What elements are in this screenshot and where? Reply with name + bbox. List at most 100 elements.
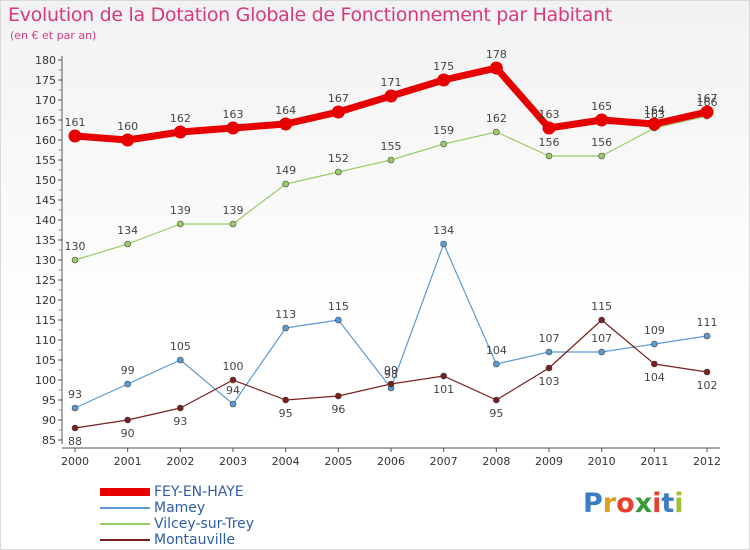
- data-point: [387, 380, 395, 388]
- legend-item-mamey: Mamey: [100, 500, 254, 516]
- data-label: 94: [226, 384, 240, 397]
- logo-letter: t: [661, 488, 675, 519]
- data-point: [282, 180, 289, 188]
- data-label: 115: [591, 300, 612, 313]
- data-point: [493, 360, 500, 368]
- data-point: [651, 360, 658, 368]
- data-label: 134: [117, 224, 138, 237]
- data-point: [545, 364, 553, 372]
- data-label: 113: [275, 308, 296, 321]
- logo-letter: x: [634, 488, 653, 519]
- series-line: [74, 115, 708, 261]
- data-label: 163: [223, 108, 244, 121]
- logo-letter: i: [674, 488, 684, 519]
- data-label: 115: [328, 300, 349, 313]
- y-tick-label: 110: [35, 334, 56, 347]
- data-label: 162: [170, 112, 191, 125]
- data-point: [335, 168, 342, 176]
- data-label: 99: [121, 364, 135, 377]
- data-point: [384, 89, 398, 103]
- data-label: 109: [644, 324, 665, 337]
- logo-letter: o: [616, 488, 635, 519]
- data-point: [700, 105, 714, 119]
- data-point: [71, 404, 79, 412]
- data-point: [229, 400, 237, 408]
- data-label: 164: [275, 104, 296, 117]
- y-tick-label: 170: [35, 94, 56, 107]
- data-label: 99: [384, 364, 398, 377]
- data-label: 156: [591, 136, 612, 149]
- x-tick-label: 2007: [430, 455, 458, 468]
- data-label: 155: [381, 140, 402, 153]
- data-point: [598, 316, 605, 324]
- y-tick-label: 135: [35, 234, 56, 247]
- y-tick-label: 85: [42, 434, 56, 447]
- legend-item-vilcey-sur-trey: Vilcey-sur-Trey: [100, 516, 254, 532]
- x-tick-label: 2006: [377, 455, 405, 468]
- data-point: [440, 372, 447, 380]
- chart-title: Evolution de la Dotation Globale de Fonc…: [8, 4, 613, 26]
- data-label: 167: [697, 92, 718, 105]
- y-tick-label: 155: [35, 154, 56, 167]
- data-label: 93: [68, 388, 82, 401]
- y-tick-label: 90: [42, 414, 56, 427]
- data-label: 171: [381, 76, 402, 89]
- data-label: 101: [433, 383, 454, 396]
- proxiti-logo: Proxiti: [583, 488, 684, 519]
- data-point: [335, 316, 342, 324]
- x-tick-label: 2010: [588, 455, 616, 468]
- legend: FEY-EN-HAYE Mamey Vilcey-sur-Trey Montau…: [100, 484, 254, 548]
- data-point: [68, 129, 82, 143]
- data-point: [124, 416, 131, 424]
- data-point: [177, 220, 184, 228]
- x-tick-label: 2001: [114, 455, 142, 468]
- data-point: [387, 156, 395, 164]
- data-label: 163: [539, 108, 560, 121]
- data-label: 160: [117, 120, 138, 133]
- data-label: 139: [170, 204, 191, 217]
- data-label: 107: [539, 332, 560, 345]
- data-point: [440, 240, 447, 248]
- legend-label: Montauville: [154, 532, 236, 548]
- data-point: [173, 125, 187, 139]
- x-tick-label: 2011: [640, 455, 668, 468]
- data-point: [545, 152, 553, 160]
- data-label: 163: [644, 108, 665, 121]
- data-label: 139: [223, 204, 244, 217]
- y-tick-label: 120: [35, 294, 56, 307]
- data-label: 90: [121, 427, 135, 440]
- data-point: [331, 105, 345, 119]
- data-point: [226, 121, 240, 135]
- data-label: 100: [223, 360, 244, 373]
- data-label: 105: [170, 340, 191, 353]
- data-point: [279, 117, 293, 131]
- logo-letter: r: [602, 488, 617, 519]
- y-tick-label: 100: [35, 374, 56, 387]
- data-point: [124, 380, 131, 388]
- x-tick-label: 2000: [61, 455, 89, 468]
- legend-swatch: [100, 488, 150, 496]
- x-tick-label: 2009: [535, 455, 563, 468]
- legend-item-fey-en-haye: FEY-EN-HAYE: [100, 484, 254, 500]
- logo-letter: i: [652, 488, 662, 519]
- data-point: [229, 376, 237, 384]
- data-point: [71, 424, 79, 432]
- data-point: [651, 340, 658, 348]
- data-point: [335, 392, 342, 400]
- data-label: 161: [65, 116, 86, 129]
- data-point: [703, 368, 711, 376]
- legend-label: Mamey: [154, 500, 206, 516]
- data-label: 149: [275, 164, 296, 177]
- y-tick-label: 160: [35, 134, 56, 147]
- y-tick-label: 180: [35, 54, 56, 67]
- data-point: [282, 324, 289, 332]
- data-point: [229, 220, 237, 228]
- data-label: 175: [433, 60, 454, 73]
- data-label: 88: [68, 435, 82, 448]
- y-tick-label: 140: [35, 214, 56, 227]
- data-point: [489, 61, 503, 75]
- data-point: [542, 121, 556, 135]
- y-tick-label: 165: [35, 114, 56, 127]
- chart-subtitle: (en € et par an): [10, 29, 97, 42]
